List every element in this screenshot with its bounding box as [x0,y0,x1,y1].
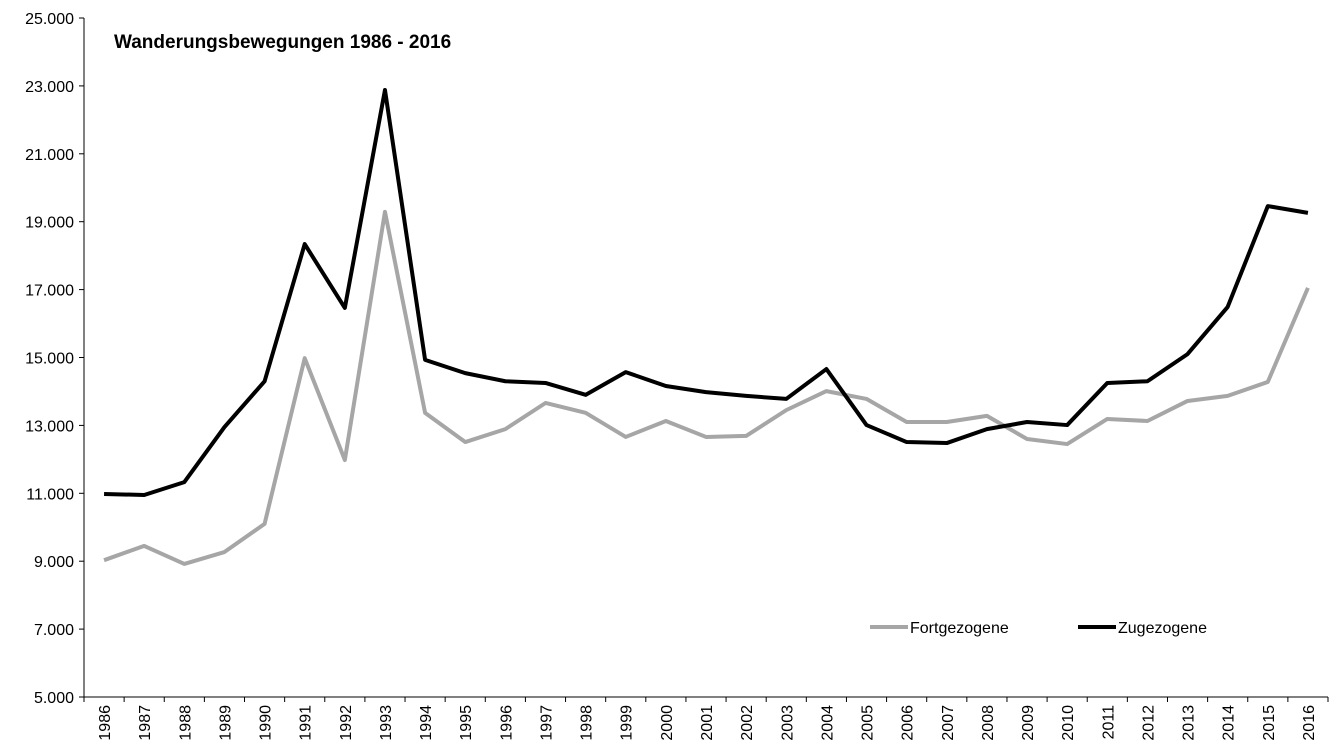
x-tick-label: 2003 [779,705,796,741]
x-tick-label: 2005 [860,705,877,741]
x-tick-label: 2014 [1221,705,1238,741]
x-tick-label: 1999 [619,705,636,741]
x-tick-label: 1994 [418,705,435,741]
chart-title: Wanderungsbewegungen 1986 - 2016 [114,32,451,53]
legend-label: Fortgezogene [910,620,1009,637]
x-tick-label: 2015 [1261,705,1278,741]
y-tick-label: 17.000 [25,283,74,300]
x-tick-label: 2008 [980,705,997,741]
x-tick-label: 2006 [900,705,917,741]
y-tick-label: 23.000 [25,79,74,96]
x-tick-label: 1989 [217,705,234,741]
x-tick-label: 1986 [97,705,114,741]
y-tick-label: 19.000 [25,215,74,232]
x-tick-label: 2009 [1020,705,1037,741]
x-tick-label: 1996 [498,705,515,741]
x-tick-label: 1995 [458,705,475,741]
y-tick-label: 25.000 [25,11,74,28]
y-tick-label: 5.000 [34,690,74,707]
y-tick-label: 11.000 [26,486,74,503]
x-tick-label: 2000 [659,705,676,741]
legend-label: Zugezogene [1118,620,1207,637]
y-tick-label: 13.000 [25,418,74,435]
y-tick-label: 9.000 [34,554,74,571]
x-tick-label: 2007 [940,705,957,741]
x-tick-label: 1987 [137,705,154,741]
x-tick-label: 1990 [258,705,275,741]
x-tick-label: 2013 [1181,705,1198,741]
x-tick-label: 2001 [699,705,716,741]
x-tick-label: 1988 [177,705,194,741]
x-tick-label: 1998 [579,705,596,741]
y-tick-label: 7.000 [34,622,74,639]
x-tick-label: 2010 [1060,705,1077,741]
x-tick-label: 2011 [1100,705,1117,740]
line-series [103,209,1310,566]
x-tick-label: 1997 [538,705,555,741]
x-tick-label: 1991 [298,705,315,741]
x-tick-label: 2002 [739,705,756,741]
y-tick-label: 15.000 [25,351,74,368]
y-tick-label: 21.000 [25,147,74,164]
x-tick-label: 2012 [1140,705,1157,741]
x-tick-label: 2016 [1301,705,1318,741]
x-tick-label: 1993 [378,705,395,741]
x-tick-label: 2004 [819,705,836,741]
line-series [104,87,1309,497]
x-tick-label: 1992 [338,705,355,741]
